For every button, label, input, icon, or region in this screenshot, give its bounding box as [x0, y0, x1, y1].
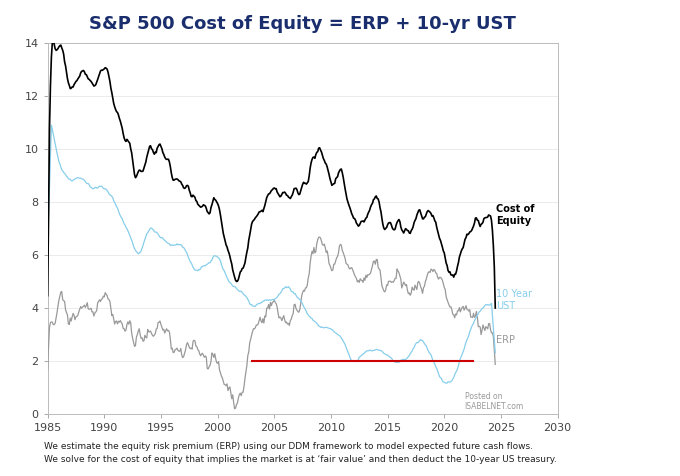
Text: ERP: ERP — [496, 335, 515, 345]
Text: 10 Year
UST: 10 Year UST — [496, 289, 532, 311]
Text: Posted on: Posted on — [464, 392, 502, 401]
Text: Cost of
Equity: Cost of Equity — [496, 204, 535, 227]
Title: S&P 500 Cost of Equity = ERP + 10-yr UST: S&P 500 Cost of Equity = ERP + 10-yr UST — [89, 15, 516, 33]
Text: ISABELNET.com: ISABELNET.com — [464, 403, 524, 411]
Text: We estimate the equity risk premium (ERP) using our DDM framework to model expec: We estimate the equity risk premium (ERP… — [44, 442, 533, 451]
Text: We solve for the cost of equity that implies the market is at ‘fair value’ and t: We solve for the cost of equity that imp… — [44, 455, 557, 464]
